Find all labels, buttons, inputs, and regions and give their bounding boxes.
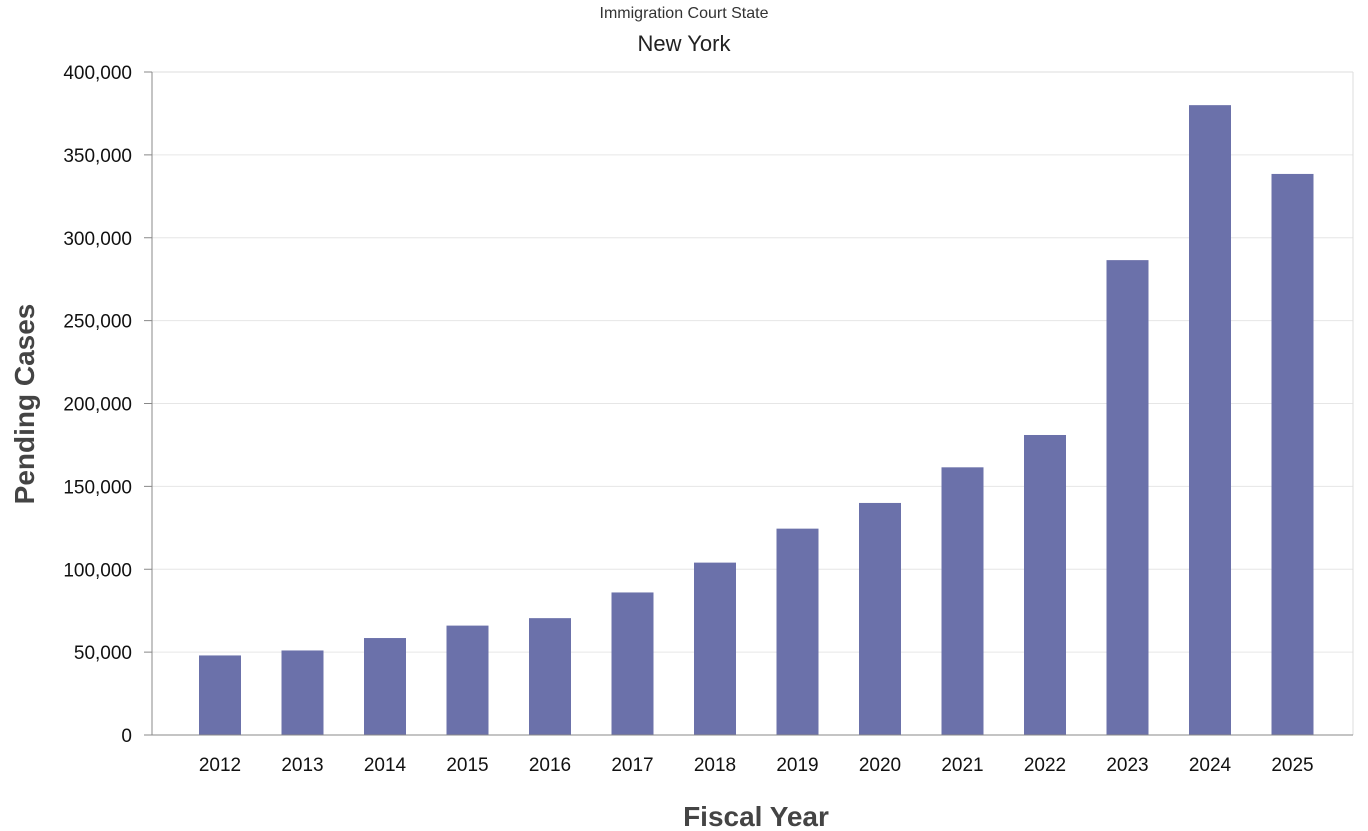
y-tick-label: 400,000 [63, 63, 132, 84]
bar-2013[interactable] [281, 650, 324, 735]
bar-2019[interactable] [776, 528, 819, 735]
bar-2025[interactable] [1271, 173, 1314, 735]
bar-2018[interactable] [694, 562, 736, 735]
x-tick-label: 2024 [1189, 755, 1232, 776]
y-tick-label: 50,000 [74, 643, 132, 664]
x-tick-label: 2016 [529, 755, 571, 776]
x-tick-label: 2019 [776, 755, 818, 776]
x-tick-label: 2022 [1024, 755, 1066, 776]
x-tick-label: 2015 [446, 755, 488, 776]
bar-2020[interactable] [859, 502, 901, 735]
y-tick-label: 250,000 [63, 312, 132, 333]
chart-title: New York [637, 31, 731, 56]
x-tick-label: 2020 [859, 755, 901, 776]
bars [199, 105, 1314, 735]
bar-2024[interactable] [1189, 105, 1231, 735]
bar-2015[interactable] [446, 625, 489, 735]
x-axis-title: Fiscal Year [683, 801, 829, 831]
x-tick-label: 2017 [611, 755, 653, 776]
bar-2023[interactable] [1106, 260, 1149, 735]
x-tick-label: 2025 [1271, 755, 1313, 776]
y-tick-label: 100,000 [63, 560, 132, 581]
x-tick-label: 2018 [694, 755, 736, 776]
x-tick-label: 2014 [364, 755, 407, 776]
x-tick-label: 2021 [941, 755, 983, 776]
x-tick-label: 2023 [1106, 755, 1148, 776]
y-tick-label: 350,000 [63, 146, 132, 167]
x-tick-label: 2012 [199, 755, 241, 776]
y-tick-label: 150,000 [63, 477, 132, 498]
bar-2016[interactable] [529, 618, 571, 735]
bar-2017[interactable] [611, 592, 654, 735]
gridlines [152, 71, 1354, 735]
y-tick-label: 0 [121, 726, 132, 747]
bar-2021[interactable] [941, 467, 984, 735]
bar-2014[interactable] [364, 638, 406, 735]
x-tick-label: 2013 [281, 755, 323, 776]
y-tick-label: 300,000 [63, 229, 132, 250]
y-axis-title: Pending Cases [9, 304, 40, 505]
bar-2022[interactable] [1024, 434, 1066, 735]
y-tick-labels: 0 50,000 100,000 150,000 200,000 250,000 300,0… [63, 63, 152, 747]
y-tick-label: 200,000 [63, 395, 132, 416]
bar-2012[interactable] [199, 655, 241, 735]
x-tick-labels: 2012 2013 2014 2015 2016 2017 2018 2019 2020 2021… [199, 755, 1314, 776]
chart-subtitle: Immigration Court State [599, 5, 769, 22]
